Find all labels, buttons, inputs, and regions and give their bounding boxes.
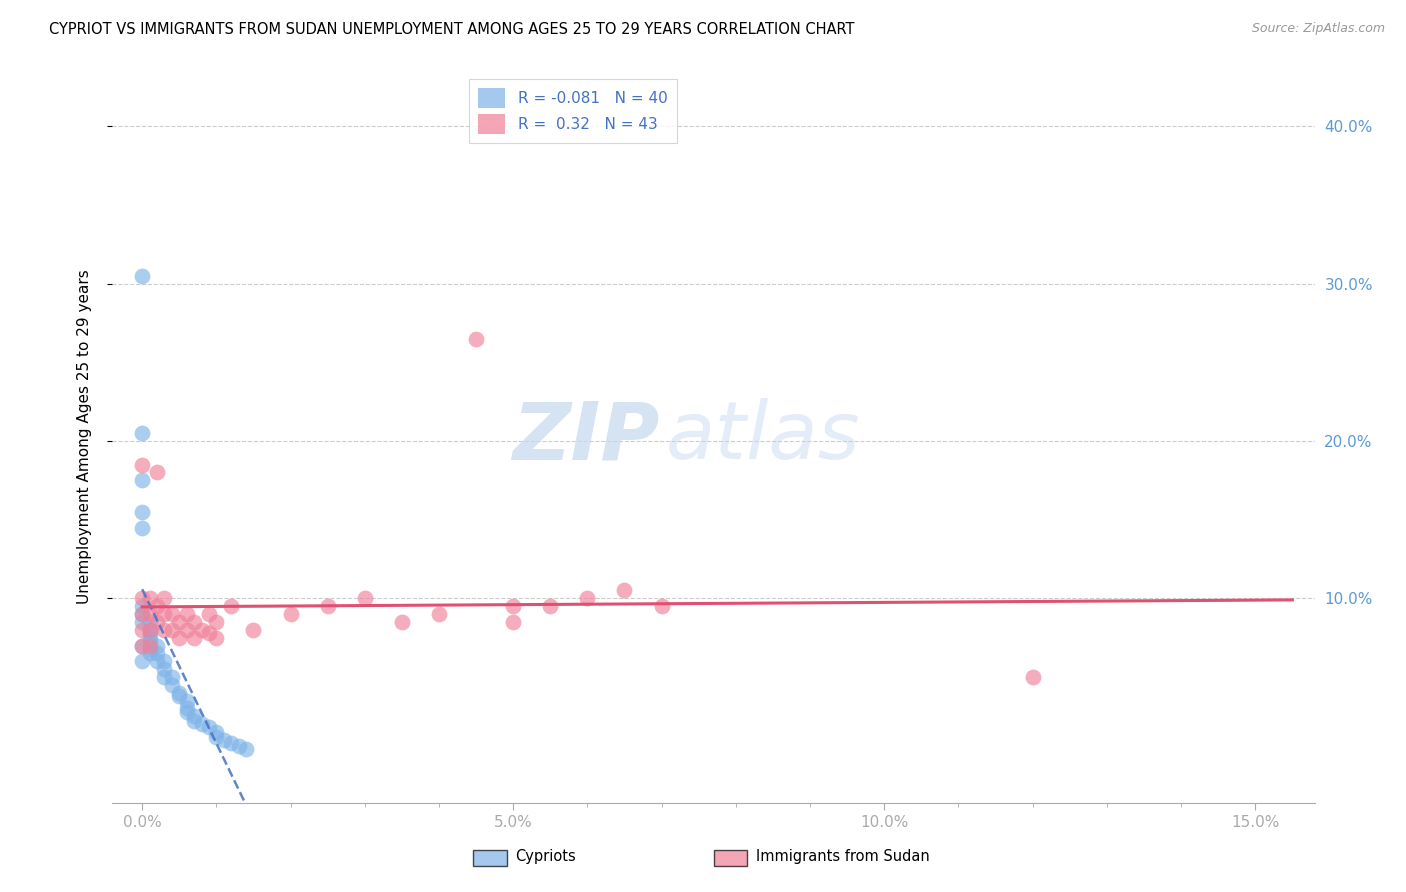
Point — [176, 623, 198, 637]
Point — [190, 717, 212, 731]
Point — [183, 714, 205, 728]
Point — [613, 583, 636, 598]
Point — [138, 615, 160, 629]
Point — [183, 631, 205, 645]
Point — [169, 615, 191, 629]
Point — [316, 599, 339, 614]
Point — [131, 607, 153, 621]
Point — [198, 607, 221, 621]
Y-axis label: Unemployment Among Ages 25 to 29 years: Unemployment Among Ages 25 to 29 years — [77, 269, 91, 605]
Point — [153, 662, 176, 676]
Point — [465, 332, 488, 346]
Point — [1021, 670, 1043, 684]
Point — [391, 615, 413, 629]
Point — [198, 626, 221, 640]
Point — [153, 654, 176, 668]
Point — [138, 591, 160, 606]
Point — [176, 693, 198, 707]
Point — [131, 473, 153, 487]
Point — [235, 742, 257, 756]
Point — [160, 678, 183, 692]
Point — [160, 607, 183, 621]
Point — [176, 705, 198, 719]
Point — [183, 615, 205, 629]
Point — [131, 623, 153, 637]
Point — [138, 607, 160, 621]
Point — [131, 615, 153, 629]
Point — [160, 670, 183, 684]
Point — [242, 623, 264, 637]
Point — [131, 599, 153, 614]
Point — [160, 623, 183, 637]
Point — [153, 591, 176, 606]
Point — [146, 466, 169, 480]
Point — [538, 599, 561, 614]
Point — [131, 426, 153, 441]
Point — [153, 607, 176, 621]
Point — [153, 670, 176, 684]
Point — [138, 623, 160, 637]
Point — [138, 635, 160, 649]
Point — [131, 654, 153, 668]
Text: CYPRIOT VS IMMIGRANTS FROM SUDAN UNEMPLOYMENT AMONG AGES 25 TO 29 YEARS CORRELAT: CYPRIOT VS IMMIGRANTS FROM SUDAN UNEMPLO… — [49, 22, 855, 37]
Point — [198, 720, 221, 734]
Text: Cypriots: Cypriots — [515, 848, 576, 863]
Point — [131, 520, 153, 534]
Point — [502, 615, 524, 629]
Point — [146, 654, 169, 668]
Point — [153, 623, 176, 637]
Point — [131, 591, 153, 606]
Text: ZIP: ZIP — [512, 398, 659, 476]
Point — [131, 505, 153, 519]
Point — [169, 631, 191, 645]
Point — [131, 607, 153, 621]
Text: atlas: atlas — [665, 398, 860, 476]
Point — [205, 725, 228, 739]
Point — [138, 623, 160, 637]
Point — [169, 686, 191, 700]
Point — [138, 639, 160, 653]
Point — [205, 631, 228, 645]
Point — [176, 701, 198, 715]
Point — [228, 739, 250, 754]
FancyBboxPatch shape — [713, 849, 747, 866]
Point — [131, 268, 153, 283]
Point — [131, 639, 153, 653]
Point — [138, 641, 160, 656]
Point — [219, 736, 242, 750]
Point — [190, 623, 212, 637]
Point — [219, 599, 242, 614]
Point — [131, 639, 153, 653]
Point — [651, 599, 673, 614]
Point — [576, 591, 599, 606]
FancyBboxPatch shape — [472, 849, 506, 866]
Point — [146, 639, 169, 653]
Point — [146, 599, 169, 614]
Text: Immigrants from Sudan: Immigrants from Sudan — [755, 848, 929, 863]
Point — [427, 607, 450, 621]
Point — [169, 689, 191, 703]
Point — [176, 607, 198, 621]
Point — [138, 626, 160, 640]
Point — [205, 730, 228, 744]
Point — [502, 599, 524, 614]
Point — [212, 732, 235, 747]
Point — [131, 458, 153, 472]
Point — [146, 615, 169, 629]
Point — [280, 607, 302, 621]
Point — [138, 631, 160, 645]
Legend: R = -0.081   N = 40, R =  0.32   N = 43: R = -0.081 N = 40, R = 0.32 N = 43 — [468, 79, 676, 143]
Point — [183, 709, 205, 723]
Point — [138, 646, 160, 660]
Point — [146, 646, 169, 660]
Point — [353, 591, 375, 606]
Text: Source: ZipAtlas.com: Source: ZipAtlas.com — [1251, 22, 1385, 36]
Point — [205, 615, 228, 629]
